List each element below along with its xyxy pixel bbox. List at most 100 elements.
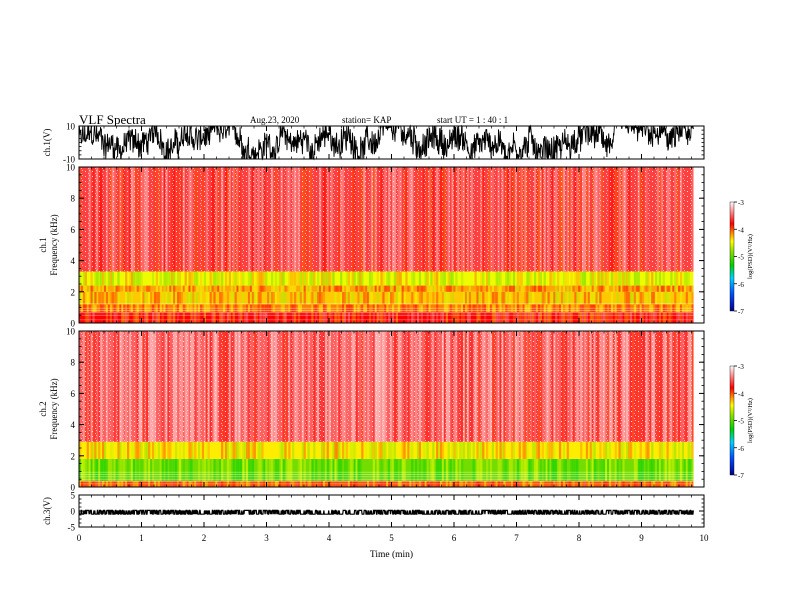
spectrogram-cell <box>199 291 203 305</box>
spectrogram-cell <box>242 458 245 481</box>
spectrogram-cell <box>537 271 541 286</box>
spectrogram-cell <box>365 291 368 305</box>
spectrogram-cell <box>570 312 573 323</box>
spectrogram-cell <box>151 312 155 323</box>
spectrogram-cell <box>505 458 508 481</box>
spectrogram-cell <box>514 458 518 481</box>
spectrogram-cell <box>282 441 285 459</box>
spectrogram-cell <box>136 312 139 323</box>
spectrogram-cell <box>307 441 310 459</box>
spectrogram-cell <box>246 458 249 481</box>
spectrogram-cell <box>255 285 258 292</box>
spectrogram-cell <box>121 312 124 323</box>
spectrogram-cell <box>585 441 589 459</box>
spectrogram-cell <box>205 291 208 305</box>
spectrogram-cell <box>603 441 606 459</box>
spectrogram-cell <box>305 312 308 323</box>
spectrogram-cell <box>192 285 195 292</box>
spectrogram-cell <box>303 441 306 459</box>
spectrogram-cell <box>547 458 550 481</box>
spectrogram-cell <box>532 312 535 323</box>
spectrogram-cell <box>668 458 671 481</box>
spectrogram-cell <box>205 441 208 459</box>
spectrogram-cell <box>102 271 105 286</box>
spectrogram-cell <box>382 312 385 323</box>
spectrogram-cell <box>192 271 195 286</box>
spectrogram-cell <box>111 271 114 286</box>
spectrogram-cell <box>155 285 159 292</box>
spectrogram-cell <box>524 312 527 323</box>
spectrogram-cell <box>242 291 245 305</box>
spectrogram-cell <box>342 441 345 459</box>
spectrogram-cell <box>79 291 82 305</box>
spectrogram-cell <box>524 441 527 459</box>
spectrogram-cell <box>618 285 621 292</box>
y-axis-label-spectrogram-ch1: ch.1 <box>38 237 48 252</box>
spectrogram-cell <box>603 271 606 286</box>
spectrogram-cell <box>530 312 533 323</box>
spectrogram-cell <box>130 271 134 286</box>
spectrogram-cell <box>215 271 218 286</box>
spectrogram-cell <box>280 458 283 481</box>
spectrogram-cell <box>620 441 623 459</box>
spectrogram-cell <box>111 441 114 459</box>
spectrogram-cell <box>647 441 650 459</box>
spectrogram-cell <box>553 441 556 459</box>
spectrogram-cell <box>167 285 170 292</box>
spectrogram-cell <box>201 441 205 459</box>
spectrogram-cell <box>582 285 585 292</box>
spectrogram-cell <box>244 312 247 323</box>
spectrogram-cell <box>357 458 360 481</box>
spectrogram-cell <box>188 271 191 286</box>
spectrogram-cell <box>378 441 381 459</box>
spectrogram-cell <box>111 291 114 305</box>
spectrogram-cell <box>98 458 101 481</box>
spectrogram-cell <box>228 312 231 323</box>
spectrogram-cell <box>280 285 283 292</box>
spectrogram-cell <box>240 458 243 481</box>
spectrogram-cell <box>422 458 425 481</box>
spectrogram-cell <box>132 271 135 286</box>
spectrogram-cell <box>395 458 399 481</box>
spectrogram-cell <box>653 291 656 305</box>
spectrogram-cell <box>123 441 126 459</box>
spectrogram-cell <box>374 441 377 459</box>
spectrogram-cell <box>585 458 589 481</box>
y-axis-label-spectrogram-ch1: Frequency (kHz) <box>49 214 59 275</box>
spectrogram-cell <box>311 271 314 286</box>
chart-title: VLF Spectra <box>79 112 146 127</box>
spectrogram-cell <box>303 291 306 305</box>
spectrogram-cell <box>228 271 231 286</box>
spectrogram-cell <box>606 458 610 481</box>
spectrogram-cell <box>516 291 519 305</box>
spectrogram-cell <box>432 285 435 292</box>
spectrogram-cell <box>201 458 205 481</box>
spectrogram-cell <box>199 285 203 292</box>
spectrogram-cell <box>678 285 681 292</box>
spectrogram-cell <box>100 291 103 305</box>
spectrogram-cell <box>326 441 329 459</box>
spectrogram-cell <box>413 271 416 286</box>
spectrogram-cell <box>566 291 569 305</box>
spectrogram-cell <box>570 271 573 286</box>
x-tick-label: 7 <box>514 533 519 543</box>
spectrogram-cell <box>207 441 210 459</box>
spectrogram-cell <box>307 291 310 305</box>
spectrogram-cell <box>96 458 99 481</box>
spectrogram-cell <box>497 285 500 292</box>
spectrogram-cell <box>320 441 324 459</box>
spectrogram-cell <box>190 291 193 305</box>
spectrogram-cell <box>211 312 214 323</box>
spectrogram-cell <box>159 271 162 286</box>
x-tick-label: 0 <box>77 533 82 543</box>
spectrogram-cell <box>88 312 91 323</box>
spectrogram-cell <box>376 458 379 481</box>
spectrogram-cell <box>355 285 358 292</box>
spectrogram-speckle <box>79 331 694 442</box>
spectrogram-cell <box>539 312 542 323</box>
spectrogram-cell <box>681 285 685 292</box>
spectrogram-cell <box>368 291 372 305</box>
spectrogram-cell <box>382 271 385 286</box>
spectrogram-cell <box>357 271 360 286</box>
spectrogram-cell <box>599 291 602 305</box>
